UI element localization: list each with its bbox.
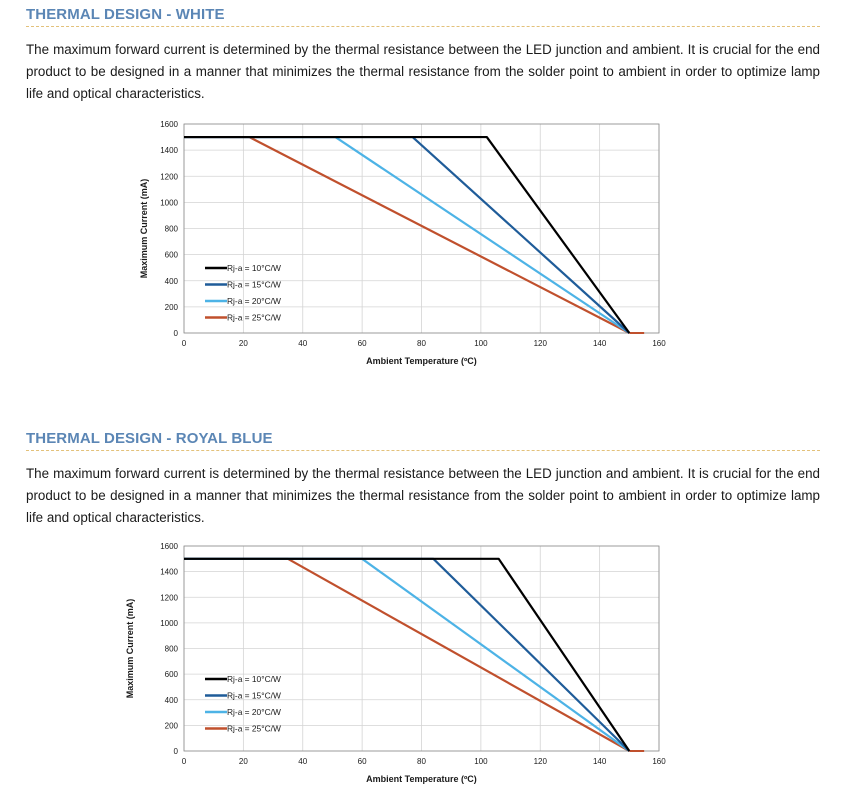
legend-label: Rj-a = 25°C/W xyxy=(227,313,281,323)
x-tick-label: 0 xyxy=(182,757,187,766)
plot-frame xyxy=(183,545,660,752)
section-paragraph: The maximum forward current is determine… xyxy=(26,42,820,102)
legend-label: Rj-a = 15°C/W xyxy=(227,691,281,701)
y-tick-label: 800 xyxy=(165,645,179,654)
y-tick-label: 600 xyxy=(165,251,179,260)
y-tick-label: 600 xyxy=(165,670,179,679)
y-tick-label: 0 xyxy=(174,329,179,338)
y-tick-label: 400 xyxy=(165,696,179,705)
y-tick-label: 1000 xyxy=(160,198,178,207)
legend-label: Rj-a = 15°C/W xyxy=(227,280,281,290)
legend-label: Rj-a = 20°C/W xyxy=(227,707,281,717)
section-paragraph: The maximum forward current is determine… xyxy=(26,466,820,526)
section-heading: THERMAL DESIGN - WHITE xyxy=(26,6,820,27)
x-tick-label: 40 xyxy=(298,339,307,348)
x-tick-label: 120 xyxy=(534,757,548,766)
thermal-white-chart: 0 200 400 600 800 1000 1200 1400 1600 0 20 40 60 80 10… xyxy=(139,120,666,366)
y-axis-label: Maximum Current (mA) xyxy=(139,179,149,279)
x-tick-label: 140 xyxy=(593,757,607,766)
series-line-4 xyxy=(184,557,630,752)
y-tick-label: 1600 xyxy=(160,542,178,551)
legend-label: Rj-a = 10°C/W xyxy=(227,674,281,684)
section-thermal-white: THERMAL DESIGN - WHITE The maximum forwa… xyxy=(26,6,820,106)
x-tick-label: 140 xyxy=(593,339,607,348)
plot-frame xyxy=(183,123,660,334)
x-tick-label: 60 xyxy=(358,339,367,348)
x-tick-label: 100 xyxy=(474,339,488,348)
y-axis-label: Maximum Current (mA) xyxy=(125,599,135,699)
series-line-2 xyxy=(184,557,631,752)
series-line-1 xyxy=(184,557,631,752)
x-tick-label: 80 xyxy=(417,339,426,348)
series-line-3 xyxy=(184,557,630,752)
y-tick-label: 1200 xyxy=(160,172,178,181)
y-tick-label: 1400 xyxy=(160,568,178,577)
x-tick-label: 120 xyxy=(534,339,548,348)
legend-label: Rj-a = 25°C/W xyxy=(227,724,281,734)
x-tick-label: 20 xyxy=(239,339,248,348)
y-tick-label: 400 xyxy=(165,277,179,286)
x-tick-label: 160 xyxy=(652,757,666,766)
x-tick-label: 100 xyxy=(474,757,488,766)
y-tick-label: 0 xyxy=(174,747,179,756)
x-tick-label: 20 xyxy=(239,757,248,766)
section-heading: THERMAL DESIGN - ROYAL BLUE xyxy=(26,430,820,451)
series-line-1 xyxy=(184,135,631,334)
legend-label: Rj-a = 20°C/W xyxy=(227,296,281,306)
legend-label: Rj-a = 10°C/W xyxy=(227,263,281,273)
x-axis-label: Ambient Temperature (ºC) xyxy=(366,774,477,784)
section-thermal-royal-blue: THERMAL DESIGN - ROYAL BLUE The maximum … xyxy=(26,430,820,530)
y-tick-label: 200 xyxy=(165,721,179,730)
x-tick-label: 60 xyxy=(358,757,367,766)
x-tick-label: 0 xyxy=(182,339,187,348)
y-tick-label: 1000 xyxy=(160,619,178,628)
y-tick-label: 200 xyxy=(165,303,179,312)
x-tick-label: 80 xyxy=(417,757,426,766)
x-tick-label: 40 xyxy=(298,757,307,766)
x-axis-label: Ambient Temperature (ºC) xyxy=(366,356,477,366)
y-tick-label: 800 xyxy=(165,225,179,234)
y-tick-label: 1600 xyxy=(160,120,178,129)
x-tick-label: 160 xyxy=(652,339,666,348)
y-tick-label: 1400 xyxy=(160,146,178,155)
y-tick-label: 1200 xyxy=(160,593,178,602)
